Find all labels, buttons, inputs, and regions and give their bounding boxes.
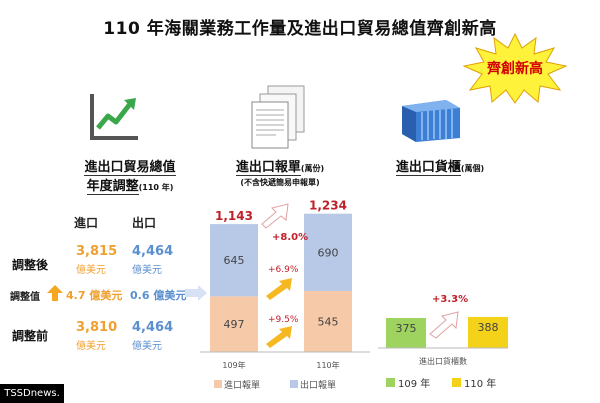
declarations-header-unit: (萬份) [300,164,325,173]
container-bar-0 [386,318,426,348]
container-growth-arrow [429,311,459,339]
declarations-chart: 497 645 1,143 109年 545 690 1,234 110年 +8.0% +6.9%… [200,199,370,391]
container-x-label: 進出口貨櫃數 [419,356,467,366]
legend-label-import: 進口報單 [224,379,260,391]
container-bar-1 [468,316,508,348]
container-bar-label-0: 375 [396,322,417,335]
bar-import-0 [210,296,258,352]
trade-header-line1: 進出口貿易總值 [84,160,176,176]
trend-chart-icon [90,94,138,140]
row-after-label: 調整後 [12,258,49,272]
legend-swatch-109 [386,378,395,387]
import-growth-label: +9.5% [268,315,299,325]
declarations-header: 進出口報單(萬份) [210,156,350,176]
bar-total-label-0: 1,143 [215,209,253,223]
col-export-label: 出口 [132,216,157,230]
x-tick-label-0: 109年 [222,360,245,370]
right-arrow-icon [185,285,207,301]
starburst-badge [462,32,568,104]
containers-header: 進出口貨櫃(萬個) [380,156,500,176]
after-export-value: 4,464 [132,244,174,259]
before-import-value: 3,810 [76,320,118,335]
bar-import-label-0: 497 [224,318,245,331]
container-growth-label: +3.3% [432,294,468,305]
col-import-label: 進口 [74,216,99,230]
before-import-unit: 億美元 [76,341,106,352]
trade-header-note: (110 年) [138,183,174,192]
legend-swatch-110 [452,378,461,387]
container-bar-label-1: 388 [478,321,499,334]
after-import-value: 3,815 [76,244,118,259]
after-import-unit: 億美元 [76,265,106,276]
total-growth-label: +8.0% [272,232,308,243]
legend-swatch-import [214,380,222,388]
adjust-export-value: 0.6 億美元 [130,289,187,302]
documents-icon [251,85,305,149]
declarations-note: (不含快遞簡易申報單) [240,178,320,187]
containers-header-label: 進出口貨櫃 [395,160,461,176]
trade-header: 進出口貿易總值 [60,156,200,176]
export-growth-arrow [266,278,292,300]
adjust-import-value: 4.7 億美元 [66,289,123,302]
after-export-unit: 億美元 [132,265,162,276]
legend-label-export: 出口報單 [300,379,336,391]
bar-total-label-1: 1,234 [309,199,347,213]
row-adjust-label: 調整值 [10,292,40,303]
containers-header-unit: (萬個) [460,164,485,173]
shipping-container-icon [402,100,460,142]
legend-swatch-export [290,380,298,388]
row-before-label: 調整前 [12,329,49,343]
before-export-unit: 億美元 [132,341,162,352]
legend-label-110: 110 年 [464,377,496,390]
before-export-value: 4,464 [132,320,174,335]
bar-export-0 [210,224,258,297]
footer-watermark: TSSDnews. [0,384,64,403]
bar-export-label-1: 690 [318,246,339,259]
page-title: 110 年海關業務工作量及進出口貿易總值齊創新高 [103,19,497,39]
total-growth-arrow [261,203,289,229]
x-tick-label-1: 110年 [316,360,339,370]
declarations-header-label: 進出口報單 [235,160,301,176]
badge-label: 齊創新高 [487,61,543,77]
import-growth-arrow [266,326,292,348]
containers-chart: 375 388 +3.3% 進出口貨櫃數 109 年 110 年 [378,294,508,390]
bar-import-label-1: 545 [318,315,339,328]
legend-label-109: 109 年 [398,377,430,390]
bar-export-1 [304,213,352,291]
bar-export-label-0: 645 [224,254,245,267]
bar-import-1 [304,290,352,352]
trade-header-line2: 年度調整 [86,179,139,195]
up-arrow-icon [47,285,63,301]
export-growth-label: +6.9% [268,265,299,275]
trade-subheader: 年度調整(110 年) [60,175,200,195]
